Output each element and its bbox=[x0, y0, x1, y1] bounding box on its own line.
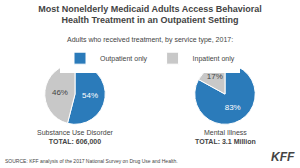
svg-text:Inpatient only: Inpatient only bbox=[193, 55, 235, 63]
svg-text:17%: 17% bbox=[207, 72, 223, 81]
svg-text:Adults who received treatment,: Adults who received treatment, by servic… bbox=[67, 36, 233, 44]
svg-text:Substance Use DisorderTOTAL: 6: Substance Use DisorderTOTAL: 606,000 bbox=[37, 129, 114, 146]
svg-text:Most Nonelderly Medicaid Adult: Most Nonelderly Medicaid Adults Access B… bbox=[38, 4, 261, 26]
svg-text:SOURCE: KFF analysis of the 20: SOURCE: KFF analysis of the 2017 Nationa… bbox=[5, 158, 178, 164]
svg-text:Mental IllnessTOTAL: 3.1 Milli: Mental IllnessTOTAL: 3.1 Million bbox=[195, 129, 256, 145]
svg-text:83%: 83% bbox=[225, 103, 241, 112]
svg-text:Outpatient only: Outpatient only bbox=[100, 55, 148, 63]
svg-text:KFF: KFF bbox=[271, 150, 295, 164]
svg-text:54%: 54% bbox=[82, 91, 98, 100]
svg-text:46%: 46% bbox=[52, 88, 68, 97]
